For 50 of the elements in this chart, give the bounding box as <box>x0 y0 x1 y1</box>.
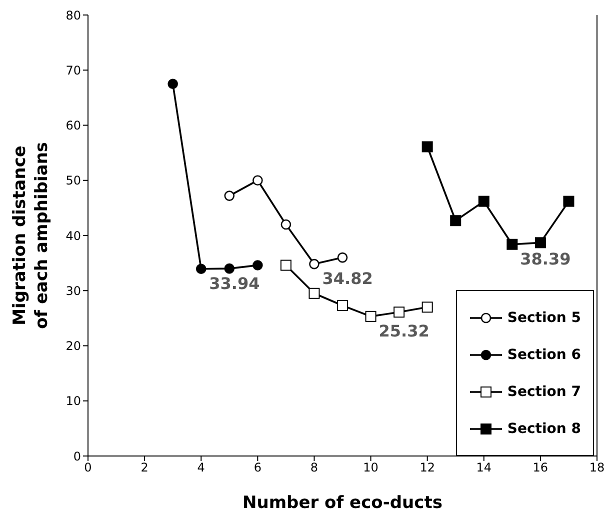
annotation: 33.94 <box>209 274 260 293</box>
y-tick-label: 0 <box>73 449 81 464</box>
annotation: 34.82 <box>322 269 373 288</box>
x-tick-label: 16 <box>532 460 548 475</box>
legend-label: Section 7 <box>507 384 581 400</box>
y-axis-title: Migration distance of each amphibians <box>10 142 52 330</box>
annotation: 38.39 <box>520 249 571 268</box>
x-axis-title: Number of eco-ducts <box>242 493 442 513</box>
point <box>394 306 405 318</box>
point <box>168 78 178 90</box>
point <box>280 219 292 230</box>
x-tick-label: 6 <box>254 460 262 475</box>
y-tick-label: 80 <box>66 8 81 22</box>
y-tick-label: 10 <box>66 394 81 408</box>
x-tick-label: 12 <box>420 460 435 475</box>
point <box>365 310 376 322</box>
annotation: 25.32 <box>378 321 430 340</box>
point <box>224 190 235 201</box>
legend-label: Section 5 <box>507 310 581 326</box>
point <box>280 260 292 271</box>
point <box>422 141 433 152</box>
y-tick-label: 50 <box>66 174 81 188</box>
x-tick-label: 0 <box>84 460 92 475</box>
point <box>422 302 433 313</box>
legend-label: Section 6 <box>507 346 581 362</box>
point <box>252 260 263 270</box>
point <box>337 252 348 263</box>
x-tick-label: 8 <box>310 460 318 475</box>
legend-label: Section 8 <box>507 420 581 436</box>
x-tick-label: 14 <box>476 460 492 475</box>
y-tick-label: 30 <box>66 284 81 298</box>
y-tick-label: 40 <box>66 228 81 243</box>
point <box>224 263 235 274</box>
x-tick-label: 4 <box>197 460 205 475</box>
y-tick-label: 20 <box>66 339 81 354</box>
point <box>308 288 320 299</box>
point <box>506 238 518 250</box>
x-tick-label: 10 <box>363 460 378 475</box>
point <box>563 196 574 207</box>
y-tick-label: 70 <box>66 63 81 78</box>
point <box>252 175 263 186</box>
y-tick-label: 60 <box>66 118 81 133</box>
x-tick-label: 2 <box>140 460 148 475</box>
point <box>478 196 490 207</box>
point <box>450 215 462 226</box>
point <box>309 258 320 270</box>
point <box>337 300 348 312</box>
x-tick-label: 18 <box>589 460 605 475</box>
point <box>196 264 206 274</box>
point <box>534 237 546 248</box>
